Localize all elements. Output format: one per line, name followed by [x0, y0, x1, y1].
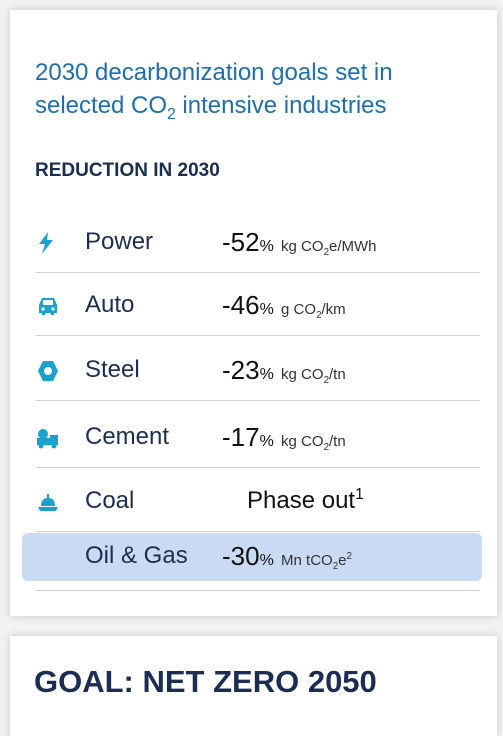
separator	[36, 590, 480, 591]
text-part: intensive industries	[175, 92, 387, 119]
row-name: Cement	[85, 423, 170, 450]
row: Coal Phase out1	[22, 478, 482, 526]
text-part: kg CO	[281, 366, 324, 383]
card-title: 2030 decarbonization goals set in select…	[35, 56, 485, 131]
text-part: 1	[355, 486, 364, 503]
icon	[39, 298, 57, 315]
row-value: -46% g CO2/km	[222, 290, 346, 321]
icon	[38, 494, 58, 511]
text-part: e/MWh	[329, 238, 377, 255]
text-part: g CO	[281, 301, 317, 318]
text-part: /km	[321, 301, 346, 318]
percent: %	[259, 552, 274, 569]
separator	[36, 335, 480, 336]
icon	[37, 429, 58, 449]
separator	[36, 467, 480, 468]
text-part: 2	[332, 561, 339, 572]
percent: %	[259, 433, 274, 450]
value: -30	[222, 541, 260, 571]
text-part: 2	[323, 442, 329, 453]
separator	[36, 272, 480, 273]
goal: GOAL: NET ZERO 2050	[34, 664, 377, 699]
text-part: 2	[316, 310, 322, 321]
text-part: 2	[323, 247, 329, 258]
text-part: 2030 decarbonization goals set in select…	[35, 59, 393, 119]
goal-card: GOAL: NET ZERO 2050	[10, 636, 497, 736]
row: Power -52% kg CO2e/MWh	[22, 219, 482, 267]
text-part: Mn tCO	[281, 552, 333, 569]
unit: kg CO2e/MWh	[281, 238, 377, 258]
percent: %	[259, 238, 274, 255]
row-value: -17% kg CO2/tn	[222, 422, 346, 453]
value: -17	[222, 422, 260, 452]
subtitle: REDUCTION IN 2030	[35, 160, 220, 181]
row-name: Oil & Gas	[85, 542, 188, 569]
text-part: /tn	[329, 366, 346, 383]
unit: kg CO2/tn	[281, 433, 346, 453]
value: -52	[222, 227, 260, 257]
row-value: -52% kg CO2e/MWh	[222, 227, 377, 258]
text-part: 2	[167, 105, 176, 123]
separator	[36, 400, 480, 401]
text-part: kg CO	[281, 238, 324, 255]
text-part: 2	[346, 551, 352, 562]
unit: Mn tCO2e2	[281, 551, 352, 572]
row-text: Phase out1	[247, 486, 364, 515]
row-name: Coal	[85, 487, 135, 514]
row-value: -23% kg CO2/tn	[222, 355, 346, 386]
unit: kg CO2/tn	[281, 366, 346, 386]
icon	[38, 361, 58, 381]
row: Auto -46% g CO2/km	[22, 282, 482, 330]
row-name: Auto	[85, 291, 135, 318]
row: Steel -23% kg CO2/tn	[22, 347, 482, 395]
value: -23	[222, 355, 260, 385]
value: -46	[222, 290, 260, 320]
row: Cement -17% kg CO2/tn	[22, 414, 482, 462]
unit: g CO2/km	[281, 301, 346, 321]
percent: %	[259, 301, 274, 318]
text-part: kg CO	[281, 433, 324, 450]
percent: %	[259, 366, 274, 383]
text-part: Phase out	[247, 487, 356, 514]
row-name: Steel	[85, 356, 140, 383]
row-value: -30% Mn tCO2e2	[222, 541, 352, 572]
row: Oil & Gas -30% Mn tCO2e2	[22, 533, 482, 581]
icon	[39, 232, 53, 254]
text-part: e	[338, 552, 347, 569]
separator	[36, 531, 480, 532]
card: 2030 decarbonization goals set in select…	[10, 10, 497, 616]
row-name: Power	[85, 228, 154, 255]
text-part: 2	[323, 375, 329, 386]
text-part: /tn	[329, 433, 346, 450]
